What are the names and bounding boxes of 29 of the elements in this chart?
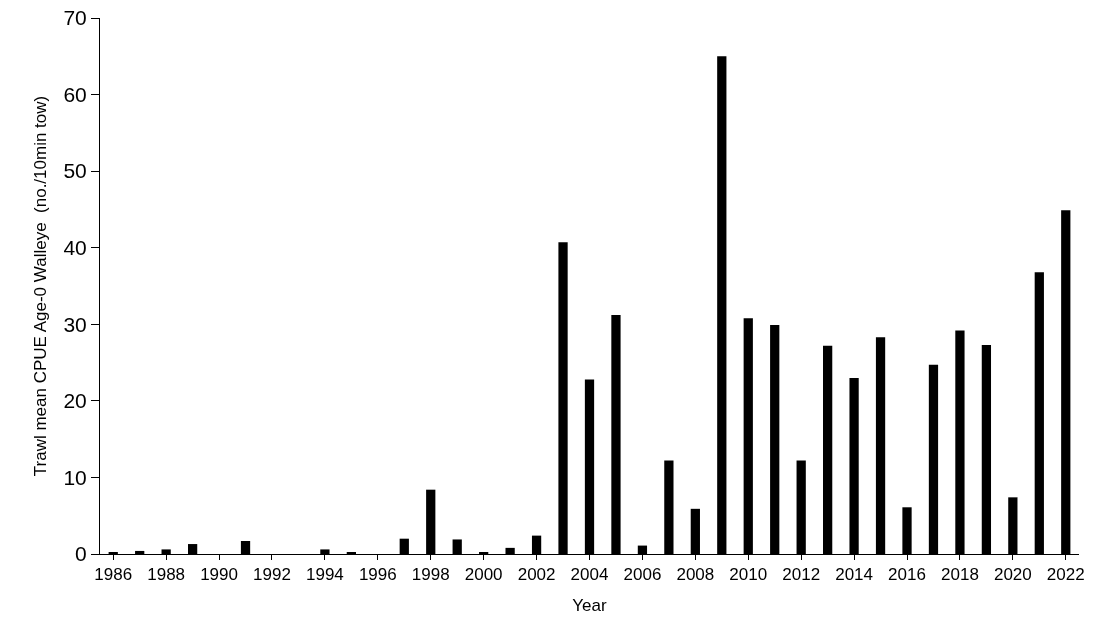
y-axis-title: Trawl mean CPUE Age-0 Walleye (no./10min tow) [30, 95, 50, 477]
x-axis-title: Year [572, 595, 608, 615]
y-tick-label: 30 [63, 312, 87, 336]
y-tick-label: 20 [63, 389, 87, 413]
x-tick-label: 1998 [411, 565, 450, 585]
y-tick-label: 0 [75, 542, 87, 566]
x-tick-label: 2008 [676, 565, 715, 585]
x-tick-label: 2012 [782, 565, 821, 585]
x-tick-label: 2002 [517, 565, 556, 585]
x-tick-label: 1988 [147, 565, 186, 585]
x-tick-label: 1996 [358, 565, 397, 585]
y-tick-label: 40 [63, 236, 87, 260]
y-tick-label: 50 [63, 159, 87, 183]
x-tick-label: 2020 [993, 565, 1032, 585]
y-tick-label: 60 [63, 82, 87, 106]
x-tick-label: 1990 [200, 565, 238, 585]
x-tick-label: 2006 [623, 565, 662, 585]
x-tick-label: 2004 [570, 565, 609, 585]
y-tick-label: 10 [63, 465, 87, 489]
x-tick-label: 2010 [729, 565, 768, 585]
x-tick-label: 1994 [306, 565, 344, 585]
x-tick-label: 1986 [94, 565, 133, 585]
x-tick-label: 2016 [888, 565, 926, 585]
x-tick-label: 2014 [835, 565, 873, 585]
x-tick-label: 2000 [464, 565, 503, 585]
x-tick-label: 2022 [1046, 565, 1085, 585]
x-tick-label: 2018 [941, 565, 979, 585]
y-tick-label: 70 [63, 6, 87, 30]
x-tick-label: 1992 [253, 565, 291, 585]
